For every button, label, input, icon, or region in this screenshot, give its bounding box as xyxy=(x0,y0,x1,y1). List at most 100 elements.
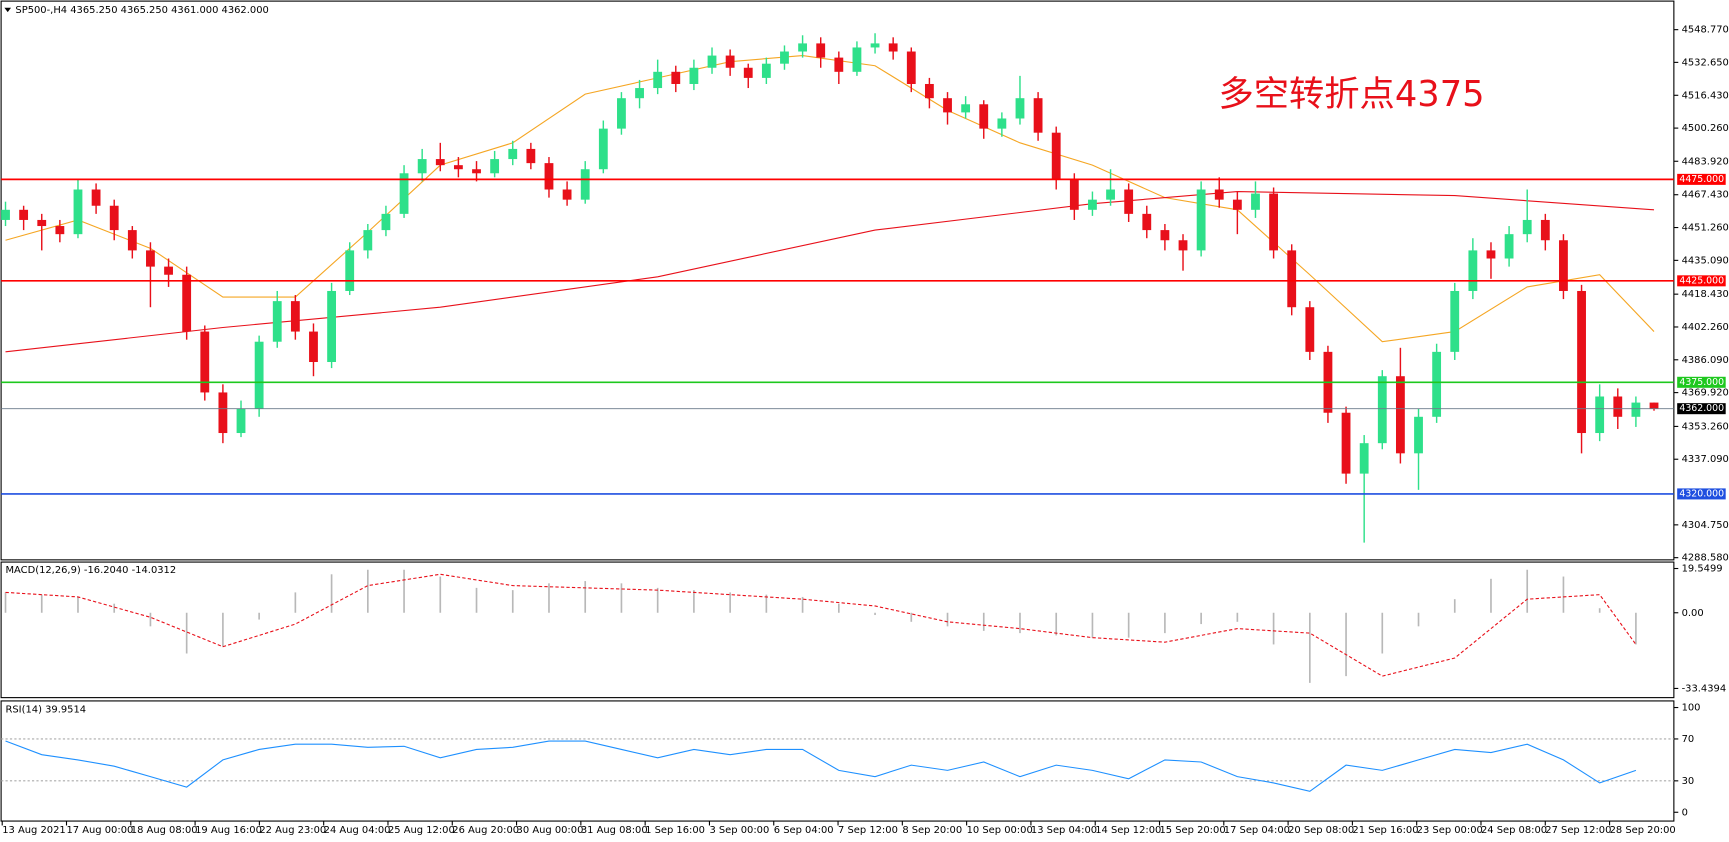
annotation: 多空转折点4375 xyxy=(1218,74,1484,115)
x-tick-label: 26 Aug 20:00 xyxy=(452,825,519,836)
candle-body xyxy=(816,43,826,58)
candle-body xyxy=(435,159,445,166)
candle-body xyxy=(1395,376,1405,454)
level-label: 4375.000 xyxy=(1679,377,1724,388)
candle-body xyxy=(1232,199,1242,210)
level-label: 4425.000 xyxy=(1679,275,1724,286)
x-tick-label: 23 Sep 00:00 xyxy=(1417,825,1483,836)
candle-body xyxy=(1269,193,1279,251)
y-tick-label: 4451.260 xyxy=(1682,223,1729,234)
y-tick-label: 0 xyxy=(1682,807,1688,818)
level-tag xyxy=(1677,275,1726,287)
x-tick-label: 10 Sep 00:00 xyxy=(967,825,1033,836)
candle-body xyxy=(1414,416,1423,454)
candle-body xyxy=(1613,396,1623,417)
candle-body xyxy=(218,392,228,434)
macd-title: MACD(12,26,9) -16.2040 -14.0312 xyxy=(6,565,177,576)
y-tick-label: 4435.090 xyxy=(1682,255,1729,266)
candle-body xyxy=(1377,376,1387,444)
candle-body xyxy=(182,274,192,332)
candle-body xyxy=(164,266,173,275)
y-tick-label: 4483.920 xyxy=(1682,156,1729,167)
candle-body xyxy=(1649,402,1659,409)
y-tick-label: 19.5499 xyxy=(1682,564,1723,575)
candle-body xyxy=(526,148,536,164)
candle-body xyxy=(997,118,1007,129)
candle-body xyxy=(1142,213,1152,231)
x-tick-label: 21 Sep 16:00 xyxy=(1352,825,1418,836)
y-tick-label: 70 xyxy=(1682,734,1695,745)
candle-body xyxy=(580,169,590,200)
candle-body xyxy=(1504,234,1514,259)
candle-body xyxy=(236,408,246,434)
y-tick-label: 100 xyxy=(1682,703,1701,714)
candle-body xyxy=(109,205,119,231)
x-tick-label: 24 Sep 08:00 xyxy=(1481,825,1547,836)
candle-body xyxy=(73,189,83,235)
candle-body xyxy=(127,230,137,251)
candle-body xyxy=(327,290,337,363)
candle-body xyxy=(345,250,355,291)
candle-body xyxy=(798,43,808,52)
candle-body xyxy=(544,163,554,190)
candle-body xyxy=(309,331,318,363)
menu-icon[interactable] xyxy=(4,7,12,13)
candle-body xyxy=(888,43,898,52)
x-tick-label: 13 Sep 04:00 xyxy=(1031,825,1097,836)
candle-body xyxy=(1196,189,1206,251)
candle-body xyxy=(1160,230,1170,241)
candle-body xyxy=(1559,240,1568,291)
y-tick-label: 4369.920 xyxy=(1682,388,1729,399)
x-tick-label: 30 Aug 00:00 xyxy=(517,825,584,836)
y-tick-label: 4500.260 xyxy=(1682,123,1729,134)
candle-body xyxy=(725,55,735,68)
candle-body xyxy=(707,55,717,68)
x-tick-label: 17 Sep 04:00 xyxy=(1224,825,1290,836)
candle-body xyxy=(37,219,47,227)
x-tick-label: 18 Aug 08:00 xyxy=(131,825,198,836)
macd-panel xyxy=(0,561,1675,699)
candle-body xyxy=(1577,290,1586,434)
candle-body xyxy=(979,104,989,129)
candle-body xyxy=(254,341,264,409)
candle-body xyxy=(1069,179,1079,210)
candle-body xyxy=(653,71,663,89)
y-tick-label: 0.00 xyxy=(1682,608,1704,619)
candle-body xyxy=(906,51,916,84)
level-label: 4320.000 xyxy=(1679,488,1724,499)
candle-body xyxy=(1341,412,1351,474)
candle-body xyxy=(417,159,427,174)
candle-body xyxy=(399,173,409,214)
candle-body xyxy=(91,189,101,206)
candle-body xyxy=(490,159,500,174)
y-tick-label: 30 xyxy=(1682,776,1695,787)
candle-body xyxy=(1631,402,1641,417)
x-tick-label: 17 Aug 00:00 xyxy=(67,825,134,836)
x-tick-label: 27 Sep 12:00 xyxy=(1545,825,1611,836)
candle-body xyxy=(1287,250,1297,308)
x-tick-label: 24 Aug 04:00 xyxy=(324,825,391,836)
x-tick-label: 14 Sep 12:00 xyxy=(1095,825,1161,836)
y-tick-label: 4386.090 xyxy=(1682,355,1729,366)
candle-body xyxy=(1450,290,1460,352)
y-tick-label: 4548.770 xyxy=(1682,25,1729,36)
candle-body xyxy=(19,209,29,220)
x-tick-label: 13 Aug 2021 xyxy=(2,825,65,836)
candle-body xyxy=(870,43,880,48)
candle-body xyxy=(472,169,481,174)
candle-body xyxy=(780,51,789,64)
candle-body xyxy=(146,250,155,267)
candle-body xyxy=(562,189,572,200)
candle-body xyxy=(508,148,518,160)
candle-body xyxy=(1305,307,1315,352)
level-tag xyxy=(1677,376,1726,388)
y-tick-label: 4337.090 xyxy=(1682,454,1729,465)
candle-body xyxy=(55,226,65,235)
x-tick-label: 25 Aug 12:00 xyxy=(388,825,455,836)
signal-line xyxy=(5,573,1637,677)
candle-body xyxy=(1251,193,1260,210)
candle-body xyxy=(290,301,300,332)
candle-body xyxy=(1051,132,1061,180)
candle-body xyxy=(1595,396,1605,434)
x-tick-label: 8 Sep 20:00 xyxy=(902,825,962,836)
